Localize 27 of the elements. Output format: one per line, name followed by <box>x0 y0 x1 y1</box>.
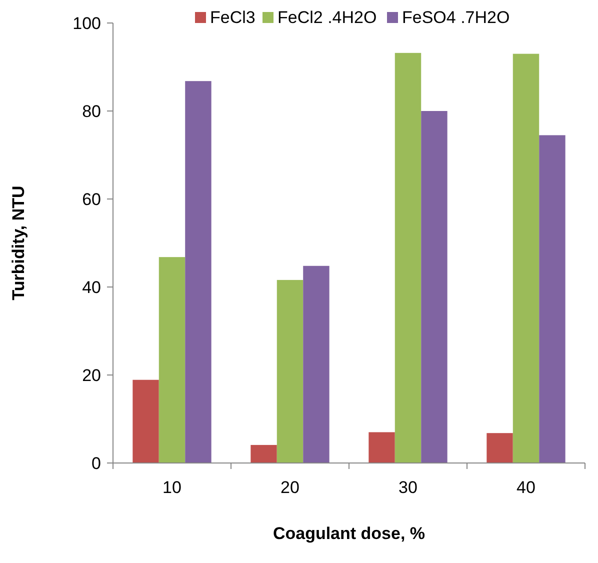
bar <box>132 380 159 463</box>
y-tick-label: 20 <box>82 366 101 385</box>
bar <box>512 54 540 463</box>
x-axis-title: Coagulant dose, % <box>272 524 426 543</box>
y-tick-label: 40 <box>82 278 101 297</box>
bar <box>250 444 277 463</box>
x-tick-label: 30 <box>398 478 418 497</box>
bar <box>486 433 513 463</box>
bar <box>421 111 448 463</box>
legend-label: FeCl3 <box>210 8 256 27</box>
y-tick-label: 60 <box>82 190 101 209</box>
bar <box>368 432 395 463</box>
y-axis-title: Turbidity, NTU <box>9 186 28 300</box>
x-tick-label: 10 <box>162 478 182 497</box>
y-tick-label: 100 <box>72 14 101 33</box>
bar <box>158 257 186 463</box>
bar <box>185 81 212 463</box>
legend-label: FeCl2 .4H2O <box>278 8 377 27</box>
y-tick-label: 80 <box>82 102 101 121</box>
bar <box>303 266 330 463</box>
y-tick-label: 0 <box>92 454 101 473</box>
bar <box>539 135 566 463</box>
x-tick-label: 40 <box>516 478 536 497</box>
bar <box>276 280 304 463</box>
x-tick-label: 20 <box>280 478 300 497</box>
legend-label: FeSO4 .7H2O <box>402 8 510 27</box>
bar <box>394 52 422 463</box>
